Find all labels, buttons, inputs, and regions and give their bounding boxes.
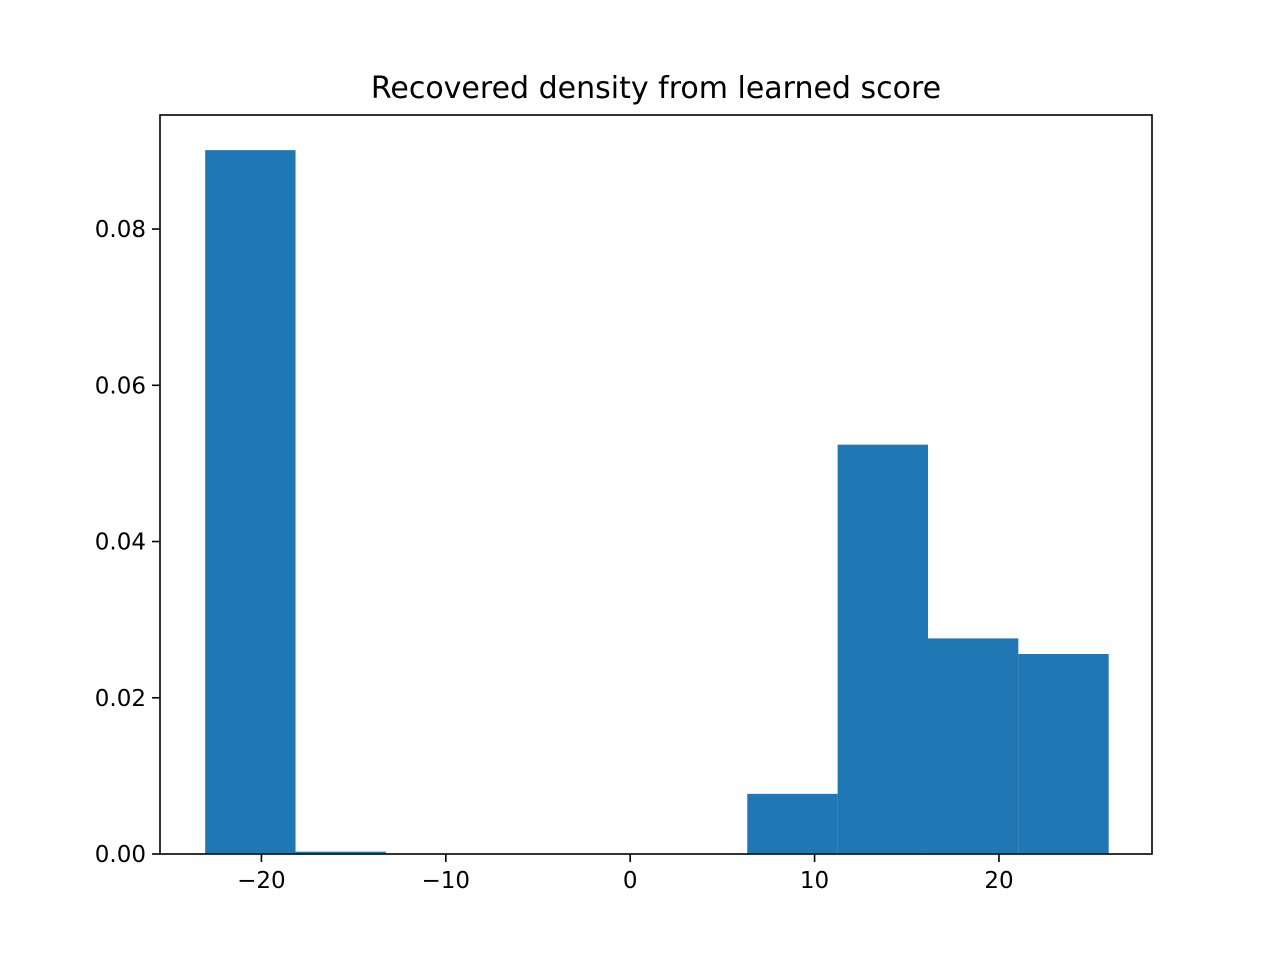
x-tick-label: 0 [623,868,638,894]
histogram-bar-8 [927,638,1019,854]
histogram-bar-6 [747,793,838,854]
y-tick-label: 0.06 [95,373,146,399]
chart-title: Recovered density from learned score [371,71,941,106]
y-axis-ticks: 0.00 0.02 0.04 0.06 0.08 [95,217,160,868]
x-tick-label: 20 [984,868,1013,894]
x-tick-label: −10 [422,868,471,894]
x-tick-label: 10 [800,868,829,894]
histogram-bar-0 [205,150,296,855]
axes-frame [159,114,1153,855]
y-tick-label: 0.04 [95,530,146,556]
histogram-bars [205,150,1109,855]
y-tick-label: 0.02 [95,686,146,712]
x-axis-ticks: −20 −10 0 10 20 [237,854,1014,894]
y-tick-label: 0.00 [95,842,146,868]
histogram-bar-9 [1018,654,1109,854]
y-tick-label: 0.08 [95,217,146,243]
x-tick-label: −20 [237,868,286,894]
histogram-bar-1 [295,851,386,854]
histogram-bar-7 [837,444,928,854]
